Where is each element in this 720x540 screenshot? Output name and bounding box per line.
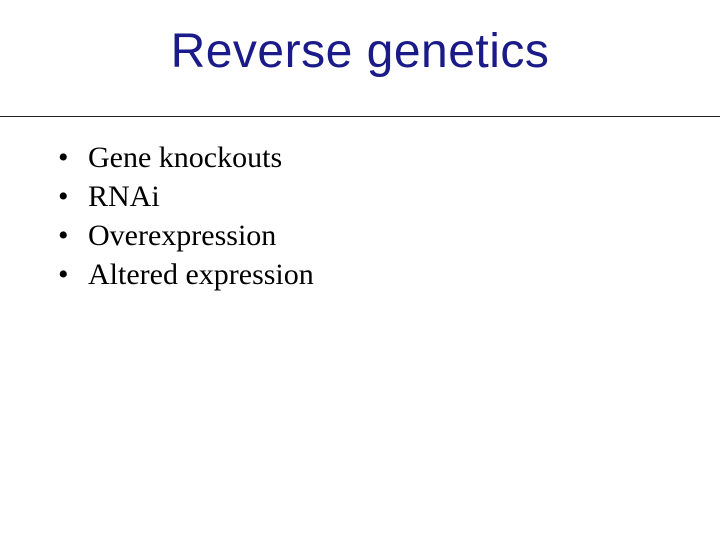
- bullet-marker: •: [58, 216, 88, 255]
- slide-title: Reverse genetics: [0, 24, 720, 79]
- list-item: • Gene knockouts: [58, 138, 314, 177]
- bullet-marker: •: [58, 138, 88, 177]
- bullet-text: RNAi: [88, 177, 160, 216]
- title-divider: [0, 116, 720, 117]
- list-item: • RNAi: [58, 177, 314, 216]
- bullet-text: Gene knockouts: [88, 138, 282, 177]
- bullet-text: Altered expression: [88, 255, 314, 294]
- bullet-marker: •: [58, 177, 88, 216]
- bullet-marker: •: [58, 255, 88, 294]
- list-item: • Altered expression: [58, 255, 314, 294]
- list-item: • Overexpression: [58, 216, 314, 255]
- bullet-list: • Gene knockouts • RNAi • Overexpression…: [58, 138, 314, 294]
- slide: Reverse genetics • Gene knockouts • RNAi…: [0, 0, 720, 540]
- bullet-text: Overexpression: [88, 216, 276, 255]
